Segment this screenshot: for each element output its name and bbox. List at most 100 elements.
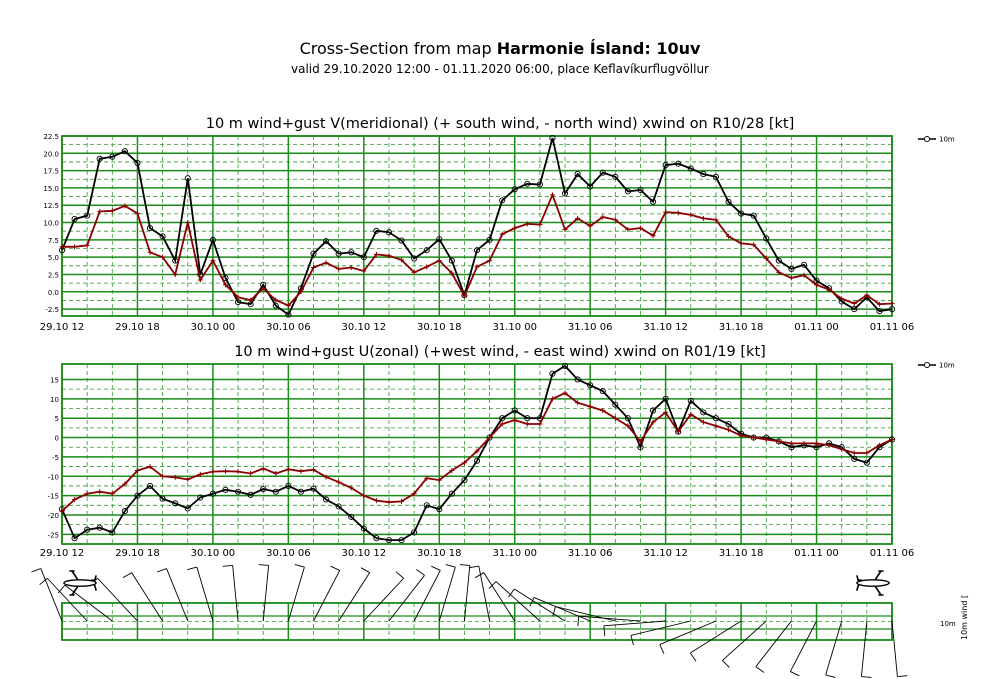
y-tick-label: 5.0 [48, 254, 59, 262]
data-point-wind [423, 502, 430, 509]
wind-barb-flag [529, 597, 535, 607]
data-point-gust [776, 438, 782, 444]
x-tick-label: 30.10 12 [342, 322, 387, 333]
wind-barb [131, 572, 163, 622]
data-point-wind [712, 415, 719, 422]
data-point-gust [512, 417, 518, 423]
data-point-gust [600, 214, 606, 220]
data-point-gust [562, 390, 568, 396]
data-point-gust [311, 265, 317, 271]
legend-marker [923, 361, 931, 369]
data-point-gust [726, 233, 732, 239]
x-tick-label: 31.10 00 [492, 322, 537, 333]
data-point-wind [235, 488, 242, 495]
data-point-gust [109, 208, 115, 214]
chart-panel-2: -25 -20 -15 -10 -5 0 5 10 15 29.10 12 29.10 18 30.1… [40, 344, 955, 559]
data-point-wind [725, 198, 732, 205]
data-point-gust [700, 215, 706, 221]
data-point-gust [889, 301, 895, 307]
data-point-gust [361, 493, 367, 499]
page-title: Cross-Section from map Harmonie Ísland: … [0, 38, 1000, 60]
data-point-gust [688, 411, 694, 417]
data-point-wind [687, 165, 694, 172]
data-point-gust [575, 400, 581, 406]
data-point-gust [172, 474, 178, 480]
data-point-wind [272, 488, 279, 495]
data-point-gust [298, 289, 304, 295]
data-point-gust [323, 260, 329, 266]
data-point-gust [260, 285, 266, 291]
y-tick-label: 15 [50, 376, 59, 384]
wind-barb [196, 566, 214, 622]
wind-barb-flag [689, 652, 697, 662]
data-point-gust [625, 423, 631, 429]
data-point-gust [298, 468, 304, 474]
data-point-gust [185, 476, 191, 482]
data-point-gust [273, 297, 279, 303]
data-point-wind [750, 212, 757, 219]
data-point-gust [587, 404, 593, 410]
airplane-left-icon [63, 570, 97, 596]
wind-barb-flag [861, 676, 872, 678]
wind-barb-flag [488, 581, 497, 589]
data-point-wind [675, 428, 682, 435]
wind-barb [630, 620, 691, 636]
wind-barb-flag [508, 588, 515, 598]
y-tick-label: 20.0 [43, 150, 59, 158]
data-point-gust [311, 467, 317, 473]
wind-barb-flag [157, 568, 167, 573]
data-point-wind [599, 388, 606, 395]
data-point-gust [160, 254, 166, 260]
wind-barb [755, 620, 792, 667]
data-point-gust [826, 287, 832, 293]
x-tick-label: 31.10 00 [492, 548, 537, 559]
data-point-wind [411, 255, 418, 262]
data-point-gust [575, 215, 581, 221]
data-point-wind [159, 233, 166, 240]
wind-barb [478, 565, 491, 622]
wind-barb [232, 565, 239, 622]
data-point-wind [473, 457, 481, 464]
wind-barb-flag [897, 675, 908, 678]
data-point-wind [335, 503, 342, 510]
x-tick-label: 31.10 18 [719, 322, 764, 333]
data-point-gust [726, 427, 732, 433]
data-point-wind [561, 190, 569, 197]
data-point-wind [700, 409, 707, 416]
data-point-wind [473, 247, 481, 254]
legend-label: 10m [939, 362, 955, 370]
data-point-gust [424, 475, 430, 481]
wind-barb [659, 620, 717, 645]
data-point-gust [713, 217, 719, 223]
wind-barb-row: 10m 10m wind [ [31, 564, 969, 678]
wind-barb-flag [258, 564, 269, 566]
wind-barb-flag [755, 666, 765, 673]
data-point-gust [84, 242, 90, 248]
data-point-gust [399, 498, 405, 504]
y-tick-label: 0 [55, 435, 59, 443]
data-point-wind [448, 490, 455, 497]
data-point-wind [310, 250, 317, 257]
x-tick-label: 31.10 06 [568, 322, 613, 333]
data-point-wind [461, 477, 468, 484]
data-point-wind [863, 459, 870, 466]
data-point-wind [624, 188, 631, 195]
y-tick-label: 10.0 [43, 220, 59, 228]
wind-barb [825, 620, 843, 676]
data-point-wind [172, 500, 179, 507]
data-point-gust [197, 277, 203, 283]
data-point-gust [348, 485, 354, 491]
y-tick-label: 5 [55, 415, 59, 423]
data-point-wind [486, 434, 493, 441]
y-tick-label: 12.5 [43, 202, 59, 210]
data-point-wind [574, 171, 581, 178]
data-point-gust [637, 438, 643, 444]
data-point-gust [160, 473, 166, 479]
data-point-gust [273, 471, 279, 477]
data-point-wind [109, 153, 116, 160]
data-point-gust [222, 468, 228, 474]
data-point-gust [411, 491, 417, 497]
data-point-gust [84, 491, 90, 497]
wind-row-axis-label: 10m wind [ [960, 595, 969, 640]
wind-barb-flag [445, 564, 456, 568]
